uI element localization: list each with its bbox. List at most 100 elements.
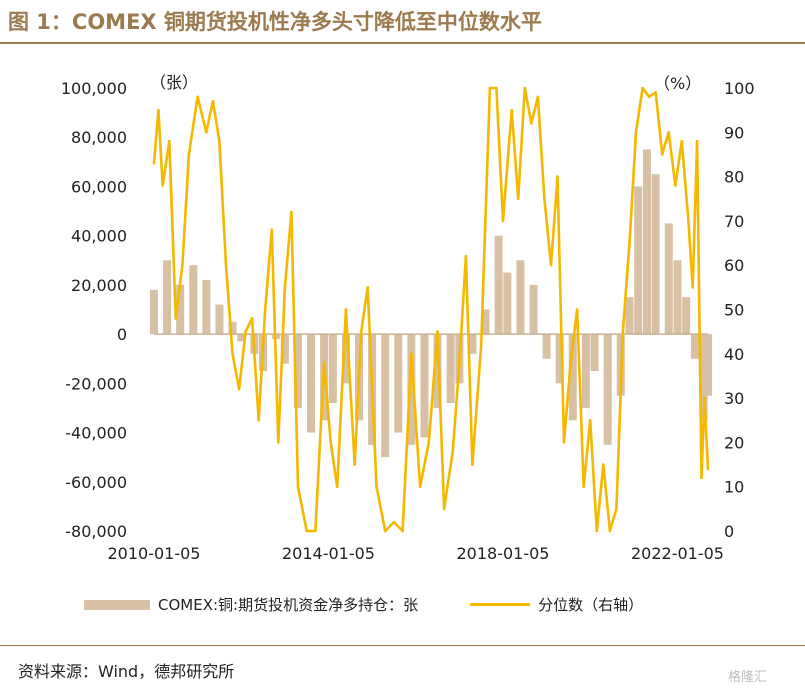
line-point-29 xyxy=(353,463,356,466)
bar-13 xyxy=(307,334,316,433)
line-point-63 xyxy=(602,463,605,466)
line-point-42 xyxy=(458,361,461,364)
line-point-39 xyxy=(436,330,439,333)
figure-title: 图 1：COMEX 铜期货投机性净多头寸降低至中位数水平 xyxy=(8,10,542,34)
line-point-23 xyxy=(305,529,308,533)
line-point-43 xyxy=(464,255,468,258)
line-point-73 xyxy=(667,131,671,134)
line-point-60 xyxy=(582,485,585,489)
line-point-17 xyxy=(263,308,267,311)
bar-46 xyxy=(690,334,699,359)
line-point-68 xyxy=(634,131,638,134)
bar-27 xyxy=(481,309,490,335)
title-rule xyxy=(0,42,805,44)
line-point-34 xyxy=(392,520,396,524)
right-tick-3: 70 xyxy=(724,212,744,231)
line-point-40 xyxy=(442,507,446,511)
line-point-72 xyxy=(660,153,664,156)
bar-44 xyxy=(673,260,682,335)
right-tick-0: 100 xyxy=(724,79,755,98)
bar-1 xyxy=(163,260,172,335)
line-point-53 xyxy=(536,95,540,99)
bar-24 xyxy=(446,334,455,404)
x-axis-ticks: 2010-01-05 2014-01-05 2018-01-05 2022-01-05 xyxy=(108,544,724,563)
line-point-36 xyxy=(410,352,413,356)
line-point-0 xyxy=(152,162,156,165)
source-note: 资料来源：Wind，德邦研究所 xyxy=(18,662,235,681)
bar-34 xyxy=(568,334,577,421)
right-tick-8: 20 xyxy=(724,433,744,452)
bar-2 xyxy=(176,284,185,335)
right-tick-10: 0 xyxy=(724,522,734,541)
line-point-31 xyxy=(366,286,370,289)
right-tick-2: 80 xyxy=(724,168,744,187)
line-point-35 xyxy=(401,529,404,533)
line-point-10 xyxy=(218,139,221,143)
legend: COMEX:铜:期货投机资金净多持仓：张 分位数（右轴） xyxy=(84,594,643,615)
line-point-69 xyxy=(641,86,644,90)
line-point-11 xyxy=(224,263,228,267)
source-rule xyxy=(0,645,805,646)
x-tick-1: 2014-01-05 xyxy=(282,544,375,563)
line-point-8 xyxy=(205,131,208,134)
line-point-15 xyxy=(250,317,254,320)
line-point-18 xyxy=(270,228,274,232)
bar-45 xyxy=(682,297,691,335)
line-point-75 xyxy=(680,139,684,143)
line-point-57 xyxy=(562,441,566,444)
bar-40 xyxy=(634,186,643,335)
line-point-41 xyxy=(451,449,455,453)
bar-16 xyxy=(341,334,350,384)
line-point-52 xyxy=(530,122,533,125)
line-point-13 xyxy=(237,387,241,391)
legend-bar-swatch xyxy=(84,599,150,610)
bar-5 xyxy=(215,304,224,335)
line-point-20 xyxy=(283,286,287,289)
watermark: 格隆汇 xyxy=(728,670,768,685)
bar-15 xyxy=(328,334,337,404)
left-tick-0: 100,000 xyxy=(61,79,127,98)
bar-22 xyxy=(420,334,429,438)
line-point-19 xyxy=(277,441,280,444)
bar-48 xyxy=(704,334,712,396)
line-point-59 xyxy=(575,308,579,311)
line-point-21 xyxy=(290,210,293,214)
bar-29 xyxy=(503,272,512,335)
bar-series xyxy=(150,149,712,458)
left-tick-8: -60,000 xyxy=(65,473,127,492)
line-point-56 xyxy=(556,175,559,178)
bar-30 xyxy=(516,260,525,335)
line-point-65 xyxy=(615,507,618,511)
left-tick-3: 40,000 xyxy=(71,227,127,246)
line-point-70 xyxy=(647,95,651,99)
bar-28 xyxy=(494,235,503,335)
bar-6 xyxy=(228,321,237,335)
bar-7 xyxy=(237,334,246,342)
line-point-37 xyxy=(418,485,422,489)
left-tick-9: -80,000 xyxy=(65,522,127,541)
line-point-76 xyxy=(687,219,690,223)
bar-19 xyxy=(381,334,390,458)
right-axis-unit: （%） xyxy=(654,74,702,93)
left-tick-5: 0 xyxy=(117,325,127,344)
line-point-5 xyxy=(181,263,184,267)
line-point-50 xyxy=(516,197,520,201)
line-point-67 xyxy=(628,241,631,245)
line-point-71 xyxy=(654,91,657,94)
line-point-4 xyxy=(174,317,178,320)
line-point-66 xyxy=(621,330,625,333)
line-series xyxy=(152,86,710,533)
left-tick-6: -20,000 xyxy=(65,374,127,393)
line-point-16 xyxy=(257,418,260,422)
line-point-38 xyxy=(427,441,431,444)
bar-3 xyxy=(189,265,198,335)
line-point-81 xyxy=(706,467,710,471)
legend-line-label: 分位数（右轴） xyxy=(538,596,644,614)
legend-bar-label: COMEX:铜:期货投机资金净多持仓：张 xyxy=(158,596,419,614)
line-point-22 xyxy=(296,485,300,489)
percentile-line xyxy=(152,86,710,533)
line-point-49 xyxy=(510,108,514,112)
bar-37 xyxy=(603,334,612,445)
x-tick-2: 2018-01-05 xyxy=(456,544,549,563)
